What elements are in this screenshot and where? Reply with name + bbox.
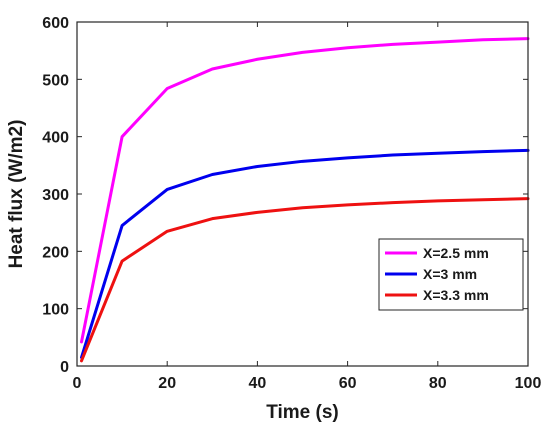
series-lines (80, 37, 530, 363)
y-axis-title: Heat flux (W/m2) (6, 120, 27, 269)
y-tick-label: 300 (42, 187, 69, 204)
series-line-1 (80, 37, 530, 344)
x-tick-label: 40 (249, 375, 267, 392)
y-tick-label: 400 (42, 130, 69, 147)
series-line-3 (80, 197, 530, 363)
x-axis-title: Time (s) (266, 402, 339, 423)
y-tick-label: 200 (42, 244, 69, 261)
legend-label-3: X=3.3 mm (423, 287, 489, 303)
series-line-2 (80, 148, 530, 359)
x-tick-label: 60 (339, 375, 357, 392)
y-tick-label: 500 (42, 72, 69, 89)
plot-frame (76, 21, 529, 367)
legend: X=2.5 mm X=3 mm X=3.3 mm (378, 238, 524, 311)
legend-label-1: X=2.5 mm (423, 245, 489, 261)
y-tick-label: 100 (42, 302, 69, 319)
y-tick-label: 0 (60, 359, 69, 376)
x-tick-label: 20 (158, 375, 176, 392)
x-tick-label: 100 (515, 375, 542, 392)
x-tick-label: 0 (73, 375, 82, 392)
y-tick-label: 600 (42, 15, 69, 32)
x-tick-label: 80 (429, 375, 447, 392)
legend-label-2: X=3 mm (423, 266, 477, 282)
y-tick-labels: 0 100 200 300 400 500 600 (42, 15, 69, 376)
x-tick-labels: 0 20 40 60 80 100 (73, 375, 542, 392)
axis-ticks (76, 21, 529, 367)
